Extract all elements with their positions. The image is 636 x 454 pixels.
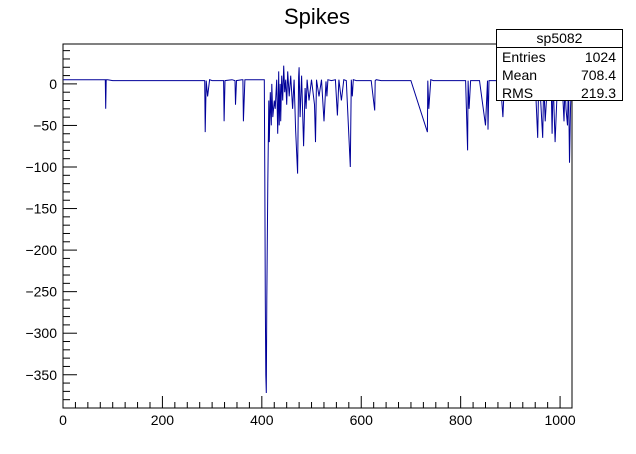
y-tick-label: −300: [25, 325, 57, 341]
plot-border: [62, 43, 573, 409]
plot-frame: [62, 43, 573, 409]
x-tick-label: 0: [59, 412, 67, 428]
x-tick-label: 600: [350, 412, 374, 428]
y-tick-label: −200: [25, 242, 57, 258]
series-line-0: [63, 65, 572, 394]
stats-box: sp5082 Entries 1024 Mean 708.4 RMS 219.3: [496, 29, 623, 101]
stats-value-rms: 219.3: [580, 85, 616, 101]
stats-label-entries: Entries: [502, 49, 546, 65]
y-tick-label: −250: [25, 284, 57, 300]
y-tick-label: −100: [25, 159, 57, 175]
stats-box-title: sp5082: [497, 30, 622, 48]
y-tick-label: 0: [49, 76, 57, 92]
stats-row-entries: Entries 1024: [497, 48, 622, 66]
series-group: [63, 65, 572, 394]
x-tick-label: 1000: [544, 412, 575, 428]
x-tick-label: 200: [151, 412, 175, 428]
y-axis: 0 −50 −100 −150 −200 −250 −300 −350: [25, 50, 77, 401]
x-tick-label: 400: [250, 412, 274, 428]
stats-value-mean: 708.4: [580, 67, 616, 83]
x-tick-label: 800: [449, 412, 473, 428]
x-axis: 0 200 400 600 800 1000: [59, 396, 576, 428]
chart-title: Spikes: [284, 4, 350, 29]
y-tick-label: −150: [25, 201, 57, 217]
stats-row-mean: Mean 708.4: [497, 66, 622, 84]
y-tick-label: −350: [25, 367, 57, 383]
stats-label-rms: RMS: [502, 85, 534, 101]
stats-row-rms: RMS 219.3: [497, 84, 622, 102]
stats-value-entries: 1024: [584, 49, 616, 65]
stats-label-mean: Mean: [502, 67, 538, 83]
y-tick-label: −50: [33, 117, 57, 133]
